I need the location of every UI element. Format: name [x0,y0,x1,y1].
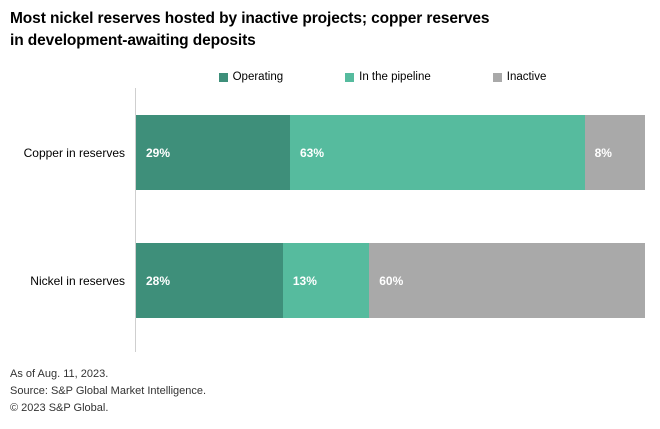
bar-segment-inactive: 8% [584,115,645,190]
y-axis-line [135,88,136,352]
bar-row-nickel-in-reserves: Nickel in reserves 28% 13% 60% [10,243,645,318]
stacked-bar: 29% 63% 8% [136,115,645,190]
legend-swatch-icon [492,72,502,82]
bar-value-label: 8% [594,145,612,160]
legend-label: Inactive [506,71,547,83]
bar-segment-in-the-pipeline: 13% [282,243,370,318]
legend-item-operating: Operating [218,71,284,83]
category-label: Copper in reserves [23,145,125,160]
legend-label: Operating [232,71,284,83]
footer-as-of: As of Aug. 11, 2023. [10,368,109,380]
footer-copyright: © 2023 S&P Global. [10,402,109,414]
legend-swatch-icon [345,72,355,82]
bar-segment-operating: 28% [136,243,283,318]
bar-segment-inactive: 60% [369,243,645,318]
legend: Operating In the pipeline Inactive [120,70,645,84]
bar-value-label: 29% [146,145,171,160]
footer-notes: As of Aug. 11, 2023. Source: S&P Global … [10,366,645,417]
bar-value-label: 28% [146,273,171,288]
footer-source: Source: S&P Global Market Intelligence. [10,385,207,397]
chart-title: Most nickel reserves hosted by inactive … [10,10,490,49]
bar-value-label: 13% [292,273,317,288]
legend-item-inactive: Inactive [492,71,547,83]
legend-swatch-icon [218,72,228,82]
bar-row-copper-in-reserves: Copper in reserves 29% 63% 8% [10,115,645,190]
legend-item-in-the-pipeline: In the pipeline [345,71,431,83]
bar-segment-operating: 29% [136,115,290,190]
stacked-bar: 28% 13% 60% [136,243,645,318]
category-label: Nickel in reserves [30,273,125,288]
bar-value-label: 60% [379,273,404,288]
legend-label: In the pipeline [359,71,431,83]
stacked-bar-chart: Copper in reserves 29% 63% 8% Nickel in rese… [10,88,645,352]
bar-segment-in-the-pipeline: 63% [289,115,585,190]
bar-value-label: 63% [299,145,324,160]
